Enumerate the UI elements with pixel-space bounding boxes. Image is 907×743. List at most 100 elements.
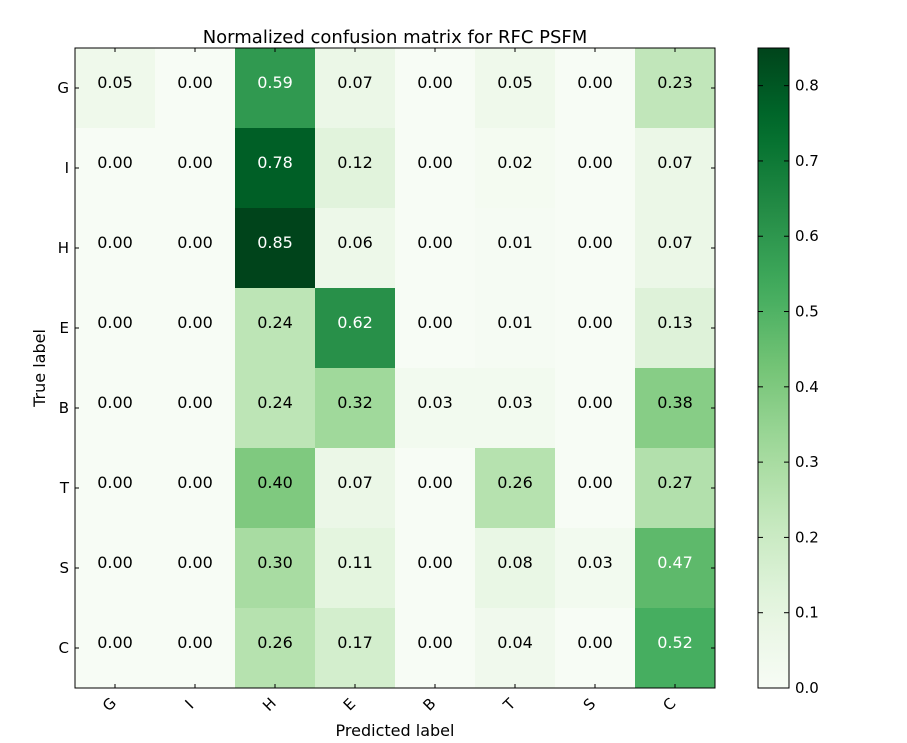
cell-value-label: 0.00 [177, 633, 213, 652]
cell-value-label: 0.07 [657, 153, 693, 172]
cell-value-label: 0.00 [177, 73, 213, 92]
colorbar-ticks: 0.0 0.1 0.2 0.3 0.4 0.5 0.6 0.7 0.8 [758, 77, 819, 697]
heatmap-cell [155, 128, 236, 209]
cell-value-label: 0.00 [177, 313, 213, 332]
cell-value-label: 0.00 [417, 233, 453, 252]
colorbar-tick-label: 0.1 [795, 604, 819, 622]
heatmap-cell [315, 208, 396, 289]
heatmap-cell [635, 128, 716, 209]
heatmap-cell [395, 608, 476, 689]
heatmap-cell [155, 288, 236, 369]
cell-value-label: 0.00 [417, 313, 453, 332]
heatmap-cell [475, 288, 556, 369]
cell-value-label: 0.05 [97, 73, 133, 92]
cell-value-label: 0.00 [177, 393, 213, 412]
heatmap-cell [635, 48, 716, 129]
cell-value-label: 0.24 [257, 393, 293, 412]
cell-value-label: 0.27 [657, 473, 693, 492]
cell-value-label: 0.07 [337, 473, 373, 492]
heatmap-cell [75, 208, 156, 289]
cell-value-label: 0.00 [417, 73, 453, 92]
cell-value-label: 0.40 [257, 473, 293, 492]
cell-value-label: 0.26 [257, 633, 293, 652]
heatmap-cell [155, 528, 236, 609]
heatmap-cell [315, 288, 396, 369]
cell-value-label: 0.12 [337, 153, 373, 172]
cell-value-label: 0.00 [177, 553, 213, 572]
heatmap-cell [75, 528, 156, 609]
heatmap-cell [315, 448, 396, 529]
cell-value-label: 0.00 [577, 393, 613, 412]
colorbar-tick-label: 0.5 [795, 303, 819, 321]
heatmap-cell [395, 368, 476, 449]
heatmap-cell [395, 48, 476, 129]
heatmap-cell [75, 368, 156, 449]
heatmap-cell [555, 528, 636, 609]
heatmap-cell [315, 368, 396, 449]
heatmap-cell [475, 128, 556, 209]
heatmap-cell [475, 48, 556, 129]
cell-value-label: 0.59 [257, 73, 293, 92]
y-tick-label: C [59, 639, 69, 657]
colorbar-tick-label: 0.8 [795, 77, 819, 95]
x-tick-label: S [580, 695, 599, 714]
heatmap-cell [235, 528, 316, 609]
cell-value-label: 0.02 [497, 153, 533, 172]
colorbar-tick-label: 0.4 [795, 378, 819, 396]
heatmap-cell [235, 368, 316, 449]
heatmap-cell [555, 368, 636, 449]
heatmap-cells [75, 48, 716, 689]
cell-value-label: 0.38 [657, 393, 693, 412]
cell-value-label: 0.30 [257, 553, 293, 572]
heatmap-cell [635, 528, 716, 609]
cell-value-label: 0.00 [417, 473, 453, 492]
cell-value-label: 0.05 [497, 73, 533, 92]
colorbar [757, 47, 790, 689]
colorbar-tick-label: 0.2 [795, 528, 819, 546]
cell-value-label: 0.00 [577, 633, 613, 652]
cell-value-label: 0.00 [417, 633, 453, 652]
cell-value-label: 0.23 [657, 73, 693, 92]
cell-value-label: 0.85 [257, 233, 293, 252]
heatmap-cell [315, 608, 396, 689]
heatmap-cell [235, 208, 316, 289]
heatmap-cell [235, 48, 316, 129]
heatmap-cell [555, 608, 636, 689]
cell-value-label: 0.07 [657, 233, 693, 252]
y-axis-label: True label [30, 329, 49, 408]
heatmap-cell [235, 288, 316, 369]
heatmap-cell [75, 608, 156, 689]
heatmap-cell [315, 48, 396, 129]
y-tick-label: I [65, 159, 69, 177]
heatmap-cell [395, 448, 476, 529]
x-tick-label: H [259, 694, 280, 715]
cell-value-label: 0.00 [97, 233, 133, 252]
cell-value-label: 0.11 [337, 553, 373, 572]
plot-frame [74, 47, 716, 689]
heatmap-cell [75, 48, 156, 129]
colorbar-tick-label: 0.7 [795, 152, 819, 170]
x-tick-label: B [419, 694, 439, 714]
cell-value-label: 0.32 [337, 393, 373, 412]
heatmap-cell [395, 528, 476, 609]
cell-value-label: 0.00 [177, 473, 213, 492]
heatmap-cell [235, 128, 316, 209]
heatmap-cell [155, 448, 236, 529]
heatmap-cell [395, 288, 476, 369]
y-tick-label: B [59, 399, 69, 417]
heatmap-cell [475, 368, 556, 449]
cell-value-label: 0.00 [577, 473, 613, 492]
x-axis-label: Predicted label [336, 721, 455, 740]
cell-value-label: 0.78 [257, 153, 293, 172]
heatmap-cell [155, 608, 236, 689]
cell-value-label: 0.00 [97, 553, 133, 572]
heatmap-cell [75, 128, 156, 209]
cell-value-label: 0.26 [497, 473, 533, 492]
cell-value-label: 0.00 [177, 153, 213, 172]
cell-value-label: 0.01 [497, 313, 533, 332]
cell-value-label: 0.00 [97, 393, 133, 412]
heatmap-cell [635, 608, 716, 689]
y-axis-ticks: G I H E B T S C [57, 79, 715, 657]
x-tick-label: I [182, 697, 198, 713]
